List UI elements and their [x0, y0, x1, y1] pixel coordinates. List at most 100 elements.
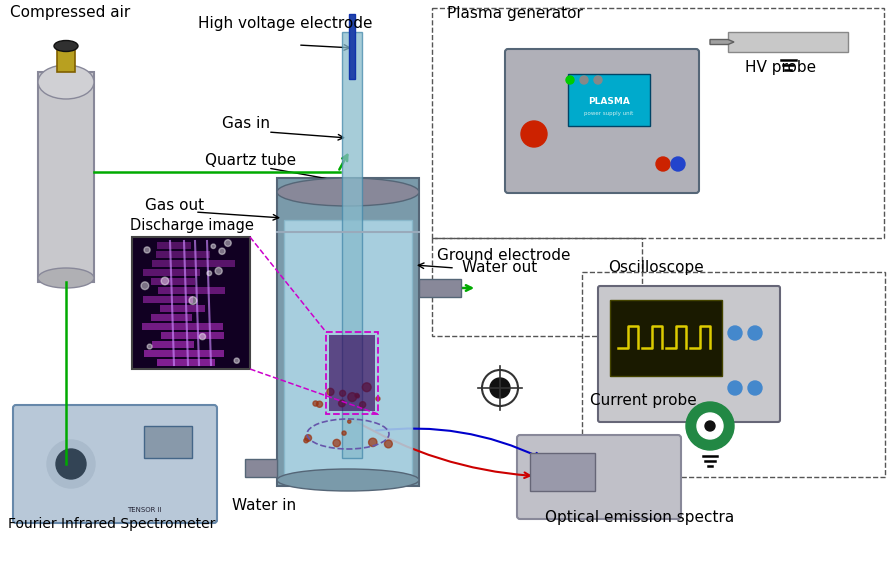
- Circle shape: [697, 413, 723, 439]
- FancyBboxPatch shape: [505, 49, 699, 193]
- Bar: [245, 459, 277, 477]
- Bar: [157, 242, 191, 249]
- Circle shape: [566, 76, 574, 84]
- Bar: [326, 332, 378, 414]
- Circle shape: [339, 390, 346, 396]
- Circle shape: [316, 401, 322, 408]
- Circle shape: [376, 397, 380, 401]
- Bar: [530, 453, 595, 491]
- Text: Gas out: Gas out: [145, 198, 204, 213]
- Circle shape: [327, 388, 334, 396]
- Circle shape: [199, 333, 205, 340]
- Circle shape: [141, 282, 149, 290]
- Bar: [151, 314, 192, 321]
- Bar: [144, 350, 224, 357]
- Bar: [610, 300, 722, 376]
- Circle shape: [215, 267, 222, 275]
- Bar: [158, 287, 225, 294]
- FancyBboxPatch shape: [517, 435, 681, 519]
- Circle shape: [313, 401, 318, 406]
- Bar: [132, 237, 250, 369]
- Bar: [432, 8, 884, 238]
- Circle shape: [333, 439, 340, 447]
- Circle shape: [482, 370, 518, 406]
- Circle shape: [521, 121, 547, 147]
- Circle shape: [189, 296, 196, 304]
- Ellipse shape: [277, 469, 419, 491]
- Circle shape: [347, 393, 356, 401]
- Bar: [152, 341, 194, 348]
- Bar: [419, 279, 461, 297]
- Circle shape: [338, 400, 346, 407]
- Text: Optical emission spectra: Optical emission spectra: [545, 510, 734, 525]
- Bar: [38, 72, 94, 282]
- Text: TENSOR II: TENSOR II: [127, 507, 162, 513]
- Circle shape: [363, 383, 371, 392]
- Circle shape: [342, 431, 346, 435]
- Bar: [156, 251, 210, 258]
- FancyBboxPatch shape: [598, 286, 780, 422]
- Text: PLASMA: PLASMA: [588, 97, 630, 107]
- Text: Current probe: Current probe: [590, 393, 697, 408]
- Bar: [582, 272, 885, 477]
- Ellipse shape: [38, 65, 94, 99]
- Text: Oscilloscope: Oscilloscope: [608, 260, 704, 275]
- Circle shape: [705, 421, 715, 431]
- Circle shape: [234, 358, 239, 363]
- Circle shape: [219, 248, 225, 254]
- Text: Quartz tube: Quartz tube: [205, 153, 296, 168]
- Bar: [329, 335, 375, 411]
- Circle shape: [728, 326, 742, 340]
- Text: power supply unit: power supply unit: [584, 112, 634, 116]
- Circle shape: [594, 76, 602, 84]
- Circle shape: [360, 402, 366, 408]
- Circle shape: [369, 438, 377, 446]
- Text: Discharge image: Discharge image: [130, 218, 254, 233]
- Bar: [57, 46, 75, 72]
- Circle shape: [356, 394, 359, 398]
- Ellipse shape: [54, 40, 78, 51]
- Bar: [144, 426, 192, 458]
- Circle shape: [56, 449, 86, 479]
- Text: Gas in: Gas in: [222, 116, 270, 131]
- Circle shape: [671, 157, 685, 171]
- Text: HV probe: HV probe: [745, 60, 816, 75]
- Bar: [432, 238, 642, 336]
- Circle shape: [347, 420, 351, 423]
- Circle shape: [47, 440, 95, 488]
- Circle shape: [304, 438, 308, 443]
- Circle shape: [147, 344, 152, 349]
- Circle shape: [211, 244, 215, 249]
- Bar: [342, 32, 362, 458]
- Circle shape: [385, 440, 392, 448]
- Text: Fourier Infrared Spectrometer: Fourier Infrared Spectrometer: [8, 517, 215, 531]
- Text: Water out: Water out: [462, 260, 538, 275]
- Circle shape: [355, 393, 359, 397]
- Bar: [151, 278, 195, 285]
- Circle shape: [728, 381, 742, 395]
- Bar: [152, 260, 235, 267]
- Bar: [157, 359, 215, 366]
- Circle shape: [161, 277, 169, 285]
- FancyBboxPatch shape: [13, 405, 217, 523]
- Circle shape: [224, 240, 231, 246]
- Bar: [277, 178, 419, 486]
- Text: Compressed air: Compressed air: [10, 5, 130, 20]
- Circle shape: [656, 157, 670, 171]
- Bar: [349, 14, 355, 79]
- Bar: [284, 220, 412, 476]
- Circle shape: [580, 76, 588, 84]
- Circle shape: [686, 402, 734, 450]
- FancyArrow shape: [710, 39, 734, 44]
- Text: High voltage electrode: High voltage electrode: [198, 16, 372, 31]
- Ellipse shape: [38, 268, 94, 288]
- Text: Plasma generator: Plasma generator: [447, 6, 583, 21]
- Bar: [161, 332, 224, 339]
- Text: Ground electrode: Ground electrode: [437, 248, 571, 263]
- Bar: [728, 32, 848, 52]
- Bar: [568, 74, 650, 126]
- Circle shape: [144, 247, 150, 253]
- Bar: [143, 296, 193, 303]
- Circle shape: [748, 381, 762, 395]
- Ellipse shape: [277, 178, 419, 206]
